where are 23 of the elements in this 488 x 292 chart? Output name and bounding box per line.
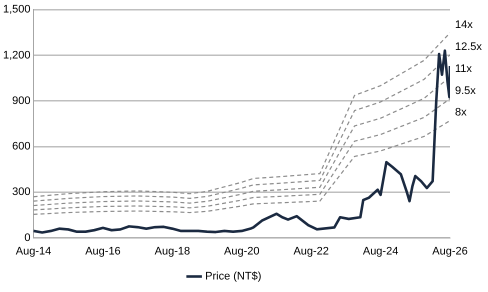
y-tick-label: 900 xyxy=(12,94,31,107)
x-tick-label: Aug-24 xyxy=(362,245,398,258)
x-tick-label: Aug-22 xyxy=(293,245,329,258)
line-series xyxy=(34,120,450,215)
x-tick-label: Aug-14 xyxy=(16,245,52,258)
x-tick-label: Aug-26 xyxy=(432,245,468,258)
x-tick-label: Aug-16 xyxy=(85,245,121,258)
y-tick-label: 300 xyxy=(12,186,31,198)
line-series xyxy=(34,32,450,198)
y-tick-label: 600 xyxy=(12,140,31,153)
series-label: 11x xyxy=(455,62,472,75)
line-series xyxy=(34,98,450,211)
y-tick-label: 1,500 xyxy=(2,4,31,16)
series-label: 8x xyxy=(455,106,468,119)
y-tick-label: 0 xyxy=(24,232,31,244)
series-label: 12.5x xyxy=(455,40,482,53)
series-label: 9.5x xyxy=(455,84,476,97)
x-tick-label: Aug-20 xyxy=(224,245,260,258)
x-tick-label: Aug-18 xyxy=(154,245,190,258)
legend-label: Price (NT$) xyxy=(205,270,262,283)
line-series xyxy=(34,54,450,202)
series-label: 14x xyxy=(455,18,474,31)
y-tick-label: 1,200 xyxy=(2,49,31,62)
